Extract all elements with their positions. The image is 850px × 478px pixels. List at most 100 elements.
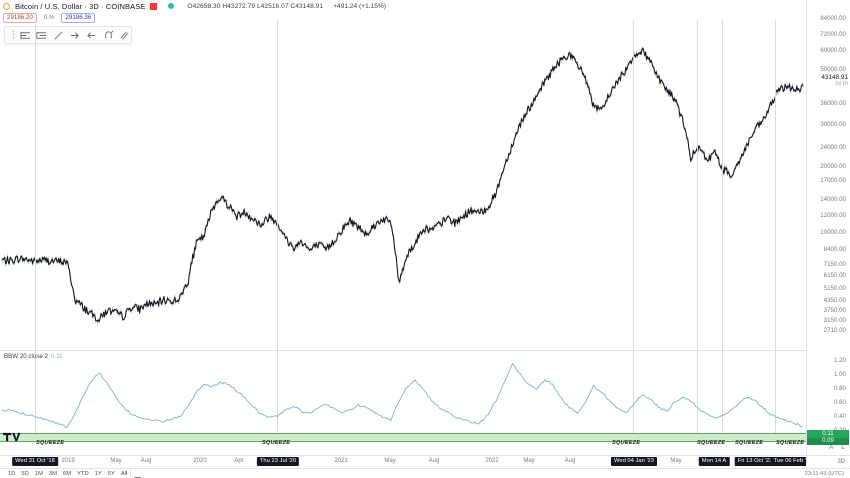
time-axis-label: May xyxy=(670,458,682,464)
session-line-4 xyxy=(697,20,698,433)
indicator-dot-icon xyxy=(168,3,175,9)
indicator-axis[interactable]: 1.201.000.800.600.400.20 0.11 0.09 xyxy=(806,352,850,448)
bitcoin-logo-icon xyxy=(3,2,10,10)
range-button-6m[interactable]: 6M xyxy=(62,470,72,477)
range-button-ytd[interactable]: YTD xyxy=(77,470,89,477)
time-axis-label: Fri 13 Oct '23 xyxy=(734,457,776,466)
session-line-5 xyxy=(722,20,723,433)
time-axis-label: May xyxy=(384,458,396,464)
time-axis-label: 2021 xyxy=(334,458,348,464)
tradingview-logo-icon xyxy=(3,432,21,442)
indicator-value: 0.11 xyxy=(51,353,63,360)
time-axis-label: May xyxy=(523,458,535,464)
time-axis-label: Apr xyxy=(234,458,244,464)
session-line-2 xyxy=(277,20,278,433)
time-axis-label: Wed 31 Oct '18 xyxy=(12,457,58,466)
range-button-5d[interactable]: 5D xyxy=(21,470,29,477)
toolbar-divider xyxy=(130,470,132,477)
time-axis-label: Tue 06 Feb '24 xyxy=(770,457,816,466)
indicator-axis-label: 0.80 xyxy=(833,385,846,392)
parallel-channel-icon[interactable] xyxy=(118,29,131,42)
range-button-group[interactable]: 1D 5D 1M 3M 6M YTD 1Y 5Y All xyxy=(0,471,127,477)
extended-line-icon[interactable] xyxy=(35,29,48,42)
price-axis-label: 30000.00 xyxy=(820,121,846,128)
range-button-5y[interactable]: 5Y xyxy=(107,470,115,477)
indicator-axis-label: 0.60 xyxy=(833,399,846,406)
arrow-left-icon[interactable] xyxy=(85,29,98,42)
indicator-legend[interactable]: BBW 20 close 2 0.11 xyxy=(4,353,63,360)
badge-high[interactable]: 29186.36 xyxy=(61,13,96,24)
toolbar-drag-handle[interactable] xyxy=(12,30,15,40)
time-axis-label: May xyxy=(110,458,122,464)
chart-header: Bitcoin / U.S. Dollar · 3D · COINBASE O4… xyxy=(0,0,850,12)
price-line xyxy=(1,47,804,323)
badge-pct: 0.% xyxy=(43,14,55,21)
indicator-axis-label: 0.40 xyxy=(833,413,846,420)
indicator-pane[interactable] xyxy=(0,352,806,448)
price-axis-label: 20000.00 xyxy=(820,163,846,170)
magnet-icon[interactable] xyxy=(102,29,115,42)
squeeze-marker: SQUEEZE xyxy=(776,440,805,446)
price-axis-label: 36000.00 xyxy=(820,100,846,107)
calendar-icon[interactable] xyxy=(134,470,141,478)
price-axis-label: 3750.00 xyxy=(823,307,846,314)
squeeze-band xyxy=(0,433,806,442)
time-axis-label: Wed 04 Jan '23 xyxy=(611,457,657,466)
price-badges: 29186.20 0.% 29186.36 xyxy=(3,13,96,24)
log-scale-button[interactable]: L xyxy=(841,444,845,451)
price-chart-pane[interactable] xyxy=(0,20,806,348)
price-axis-label: 2710.00 xyxy=(823,327,846,334)
bottom-toolbar[interactable]: 1D 5D 1M 3M 6M YTD 1Y 5Y All 23:11:43 (UTC) xyxy=(0,468,850,478)
symbol-title[interactable]: Bitcoin / U.S. Dollar · 3D · COINBASE xyxy=(15,1,146,11)
current-price-value: 43148.91 xyxy=(821,74,848,81)
session-line-3 xyxy=(633,20,634,433)
auto-scale-button[interactable]: A xyxy=(829,444,834,451)
time-axis[interactable]: Wed 31 Oct '18 2019 May Aug 2020 Apr Thu 23 Ju… xyxy=(0,455,816,468)
time-axis-label: Mon 14 A xyxy=(698,457,730,466)
squeeze-marker: SQUEEZE xyxy=(697,440,726,446)
price-chart-svg xyxy=(1,46,804,325)
price-axis-label: 4350.00 xyxy=(823,297,846,304)
price-axis-label: 60000.00 xyxy=(820,47,846,54)
trend-line-icon[interactable] xyxy=(52,29,65,42)
time-axis-label: Aug xyxy=(140,458,152,464)
price-axis-label: 12000.00 xyxy=(820,212,846,219)
price-axis-label: 24000.00 xyxy=(820,144,846,151)
range-button-all[interactable]: All xyxy=(120,470,128,477)
squeeze-marker: SQUEEZE xyxy=(735,440,764,446)
indicator-chart-svg xyxy=(2,363,803,429)
price-axis-label: 6150.00 xyxy=(823,272,846,279)
price-axis-label: 72000.00 xyxy=(820,31,846,38)
price-axis[interactable]: 84000.00 72000.00 60000.00 50000.00 36000.00… xyxy=(806,0,850,455)
badge-low[interactable]: 29186.20 xyxy=(3,13,37,24)
range-button-3m[interactable]: 3M xyxy=(48,470,57,477)
price-axis-buttons[interactable]: A L xyxy=(829,444,845,451)
alert-square-icon[interactable] xyxy=(150,2,158,10)
time-axis-label: Aug xyxy=(428,458,440,464)
price-axis-label: 3150.00 xyxy=(823,317,846,324)
time-axis-label: 2022 xyxy=(485,458,499,464)
range-button-1m[interactable]: 1M xyxy=(34,470,43,477)
price-axis-label: 5150.00 xyxy=(823,285,846,292)
current-price-countdown: 2d 1h xyxy=(835,81,848,87)
range-button-1y[interactable]: 1Y xyxy=(94,470,102,477)
session-line-6 xyxy=(775,20,776,433)
time-axis-interval[interactable]: 3D xyxy=(806,455,850,468)
price-change: +491.24 (+1.15%) xyxy=(333,2,386,10)
time-axis-label: 2020 xyxy=(193,458,207,464)
arrow-right-icon[interactable] xyxy=(69,29,82,42)
time-axis-label: Aug xyxy=(564,458,576,464)
drawing-toolbar[interactable] xyxy=(4,26,132,44)
current-price-label: 43148.91 2d 1h xyxy=(821,74,848,87)
time-axis-label: Thu 23 Jul '20 xyxy=(256,457,300,466)
session-line-1 xyxy=(35,20,36,433)
time-axis-interval-label: 3D xyxy=(837,459,845,465)
ohlc-values: O42658.30 H43272.79 L42516.07 C43148.91 xyxy=(187,2,324,10)
horizontal-ray-icon[interactable] xyxy=(19,29,32,42)
range-button-1d[interactable]: 1D xyxy=(8,470,16,477)
time-axis-label: 2019 xyxy=(61,458,75,464)
indicator-band-value: 0.09 xyxy=(807,438,849,445)
pane-divider[interactable] xyxy=(0,350,806,351)
indicator-axis-label: 1.20 xyxy=(833,357,846,364)
